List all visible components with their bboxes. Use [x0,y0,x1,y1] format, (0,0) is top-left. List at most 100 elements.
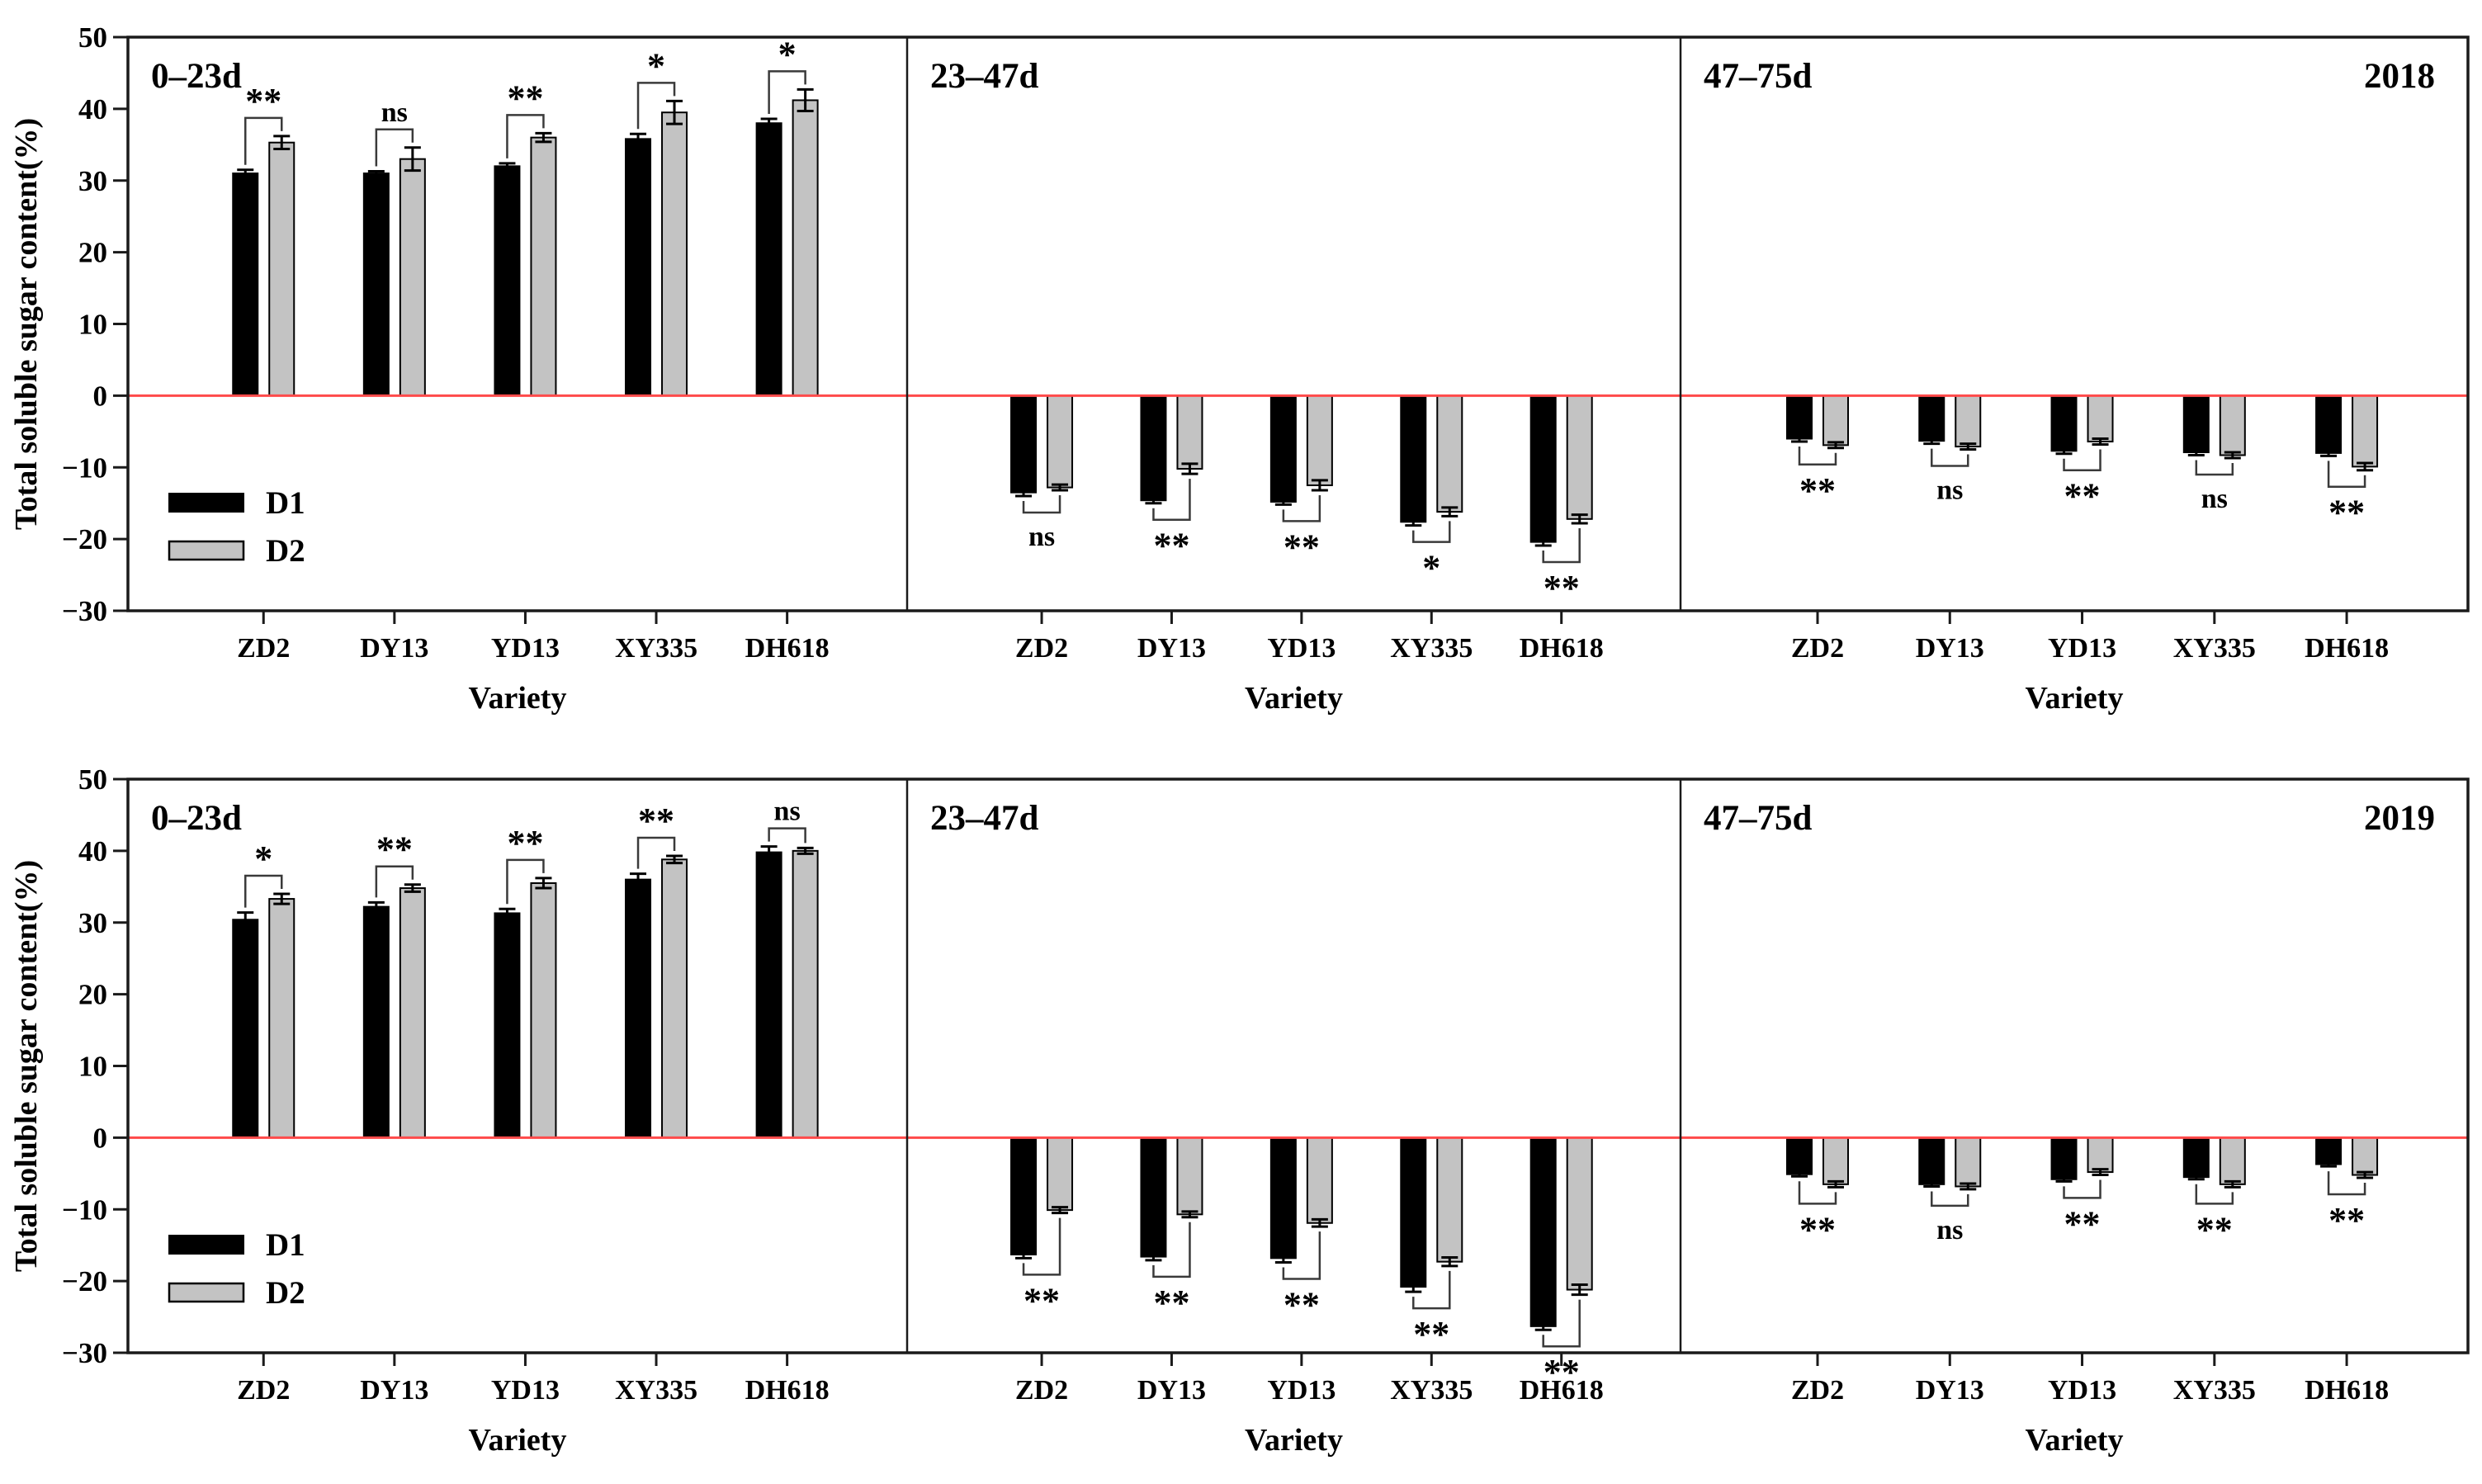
sig-label: ns [1028,522,1055,552]
y-tick-label: −30 [62,1337,107,1369]
sig-bracket [2063,1179,2101,1199]
x-tick-label: DY13 [1916,1375,1984,1406]
bar-d2-xy335 [661,858,688,1139]
chart-row-2018: Total soluble sugar content(%) 50 40 30 20 10… [9,21,2470,716]
x-axis-title: Variety [2026,1423,2124,1458]
bar-d2-zd2 [1822,1137,1849,1185]
sig-label: ** [1544,568,1580,608]
sig-label: ns [1936,475,1963,506]
year-label: 2019 [2364,799,2435,838]
y-tick-label: −30 [62,595,107,627]
bar-d2-dy13 [1176,395,1203,470]
sig-bracket [244,116,283,165]
y-tick-label: −10 [62,1193,107,1226]
bar-d1-dy13 [362,905,390,1139]
bar-d1-xy335 [625,878,652,1139]
sig-label: * [778,34,797,74]
sig-bracket [768,827,806,844]
bar-d2-dh618 [2352,1137,2379,1176]
bar-d1-yd13 [494,165,521,397]
bar-d2-dh618 [792,849,819,1139]
sig-bracket [1022,1217,1061,1276]
bar-d2-dh618 [792,99,819,397]
x-tick-label: DH618 [745,633,830,664]
bar-d2-zd2 [268,898,295,1139]
x-tick-label: DY13 [360,633,428,664]
panel-border [126,777,2470,1354]
sig-label: ns [1936,1215,1963,1245]
sig-bracket [244,874,283,908]
sig-bracket [1798,1181,1837,1205]
bar-d1-yd13 [2050,1137,2078,1180]
sig-bracket [1282,1231,1321,1280]
y-tick-label: 10 [78,309,107,341]
sig-bracket [1412,521,1451,543]
x-tick-label: YD13 [491,633,560,664]
bar-d1-xy335 [1400,395,1427,523]
bar-d1-yd13 [494,912,521,1139]
sig-bracket [2327,1171,2366,1196]
bar-d1-xy335 [625,138,652,397]
bar-d2-dy13 [1176,1137,1203,1216]
x-tick-label: DH618 [1520,633,1604,664]
x-tick-label: DH618 [2305,633,2389,664]
panel-period-label: 47–75d [1704,799,1813,838]
x-tick-label: ZD2 [237,1375,290,1406]
bar-d2-zd2 [1822,395,1849,447]
x-tick-label: DY13 [1916,633,1984,664]
x-tick-label: DY13 [1137,633,1206,664]
sig-label: ** [507,78,543,118]
x-axis-title: Variety [469,1423,567,1458]
bar-d2-dy13 [1955,395,1982,448]
x-tick-label: ZD2 [1015,633,1068,664]
sig-label: ** [376,829,413,870]
bar-d1-dh618 [755,851,782,1139]
sig-bracket [1931,448,1969,467]
bar-d2-dh618 [2352,395,2379,468]
x-tick-label: XY335 [2173,633,2256,664]
bar-d1-dy13 [1918,395,1945,442]
x-tick-label: YD13 [1267,633,1336,664]
sig-bracket [636,836,676,869]
y-tick-label: 20 [78,237,107,269]
y-tick-label: 50 [78,763,107,796]
legend-label-d2: D2 [266,533,305,569]
y-tick-label: 40 [78,835,107,867]
bar-d2-yd13 [530,136,557,397]
bar-d1-dh618 [2315,1137,2343,1165]
bar-d1-dh618 [1529,395,1557,543]
sig-bracket [1022,495,1061,514]
x-tick-label: DH618 [745,1375,830,1406]
sig-bracket [1931,1191,1969,1208]
x-tick-label: XY335 [2173,1375,2256,1406]
bar-d2-dh618 [1566,1137,1593,1291]
sig-label: ** [1153,526,1189,566]
legend-swatch-d1 [168,1235,244,1255]
bar-d1-zd2 [232,173,259,397]
sig-bracket [506,858,545,905]
sig-label: * [254,839,272,879]
bar-d2-dy13 [399,887,426,1139]
sig-bracket [1282,495,1321,522]
bar-d1-zd2 [232,919,259,1139]
sig-bracket [2195,1184,2234,1205]
sig-bracket [506,114,545,158]
bar-d2-xy335 [1436,1137,1463,1263]
sig-bracket [375,128,414,167]
sig-label: ** [2064,1203,2101,1244]
bar-d1-dy13 [1918,1137,1945,1185]
bar-d2-zd2 [1047,1137,1074,1212]
sig-label: ** [1024,1280,1060,1321]
sig-label: ** [2328,493,2365,533]
bar-d1-dh618 [755,122,782,397]
sig-label: * [647,45,665,86]
sig-label: ** [1153,1283,1189,1323]
x-tick-label: DY13 [360,1375,428,1406]
sig-label: ** [245,81,281,121]
sig-label: ** [1413,1314,1449,1354]
x-tick-label: YD13 [2048,633,2116,664]
sig-bracket [1412,1270,1451,1310]
panel-period-label: 23–47d [930,57,1039,96]
x-tick-label: YD13 [2048,1375,2116,1406]
x-axis-title: Variety [2026,681,2124,716]
